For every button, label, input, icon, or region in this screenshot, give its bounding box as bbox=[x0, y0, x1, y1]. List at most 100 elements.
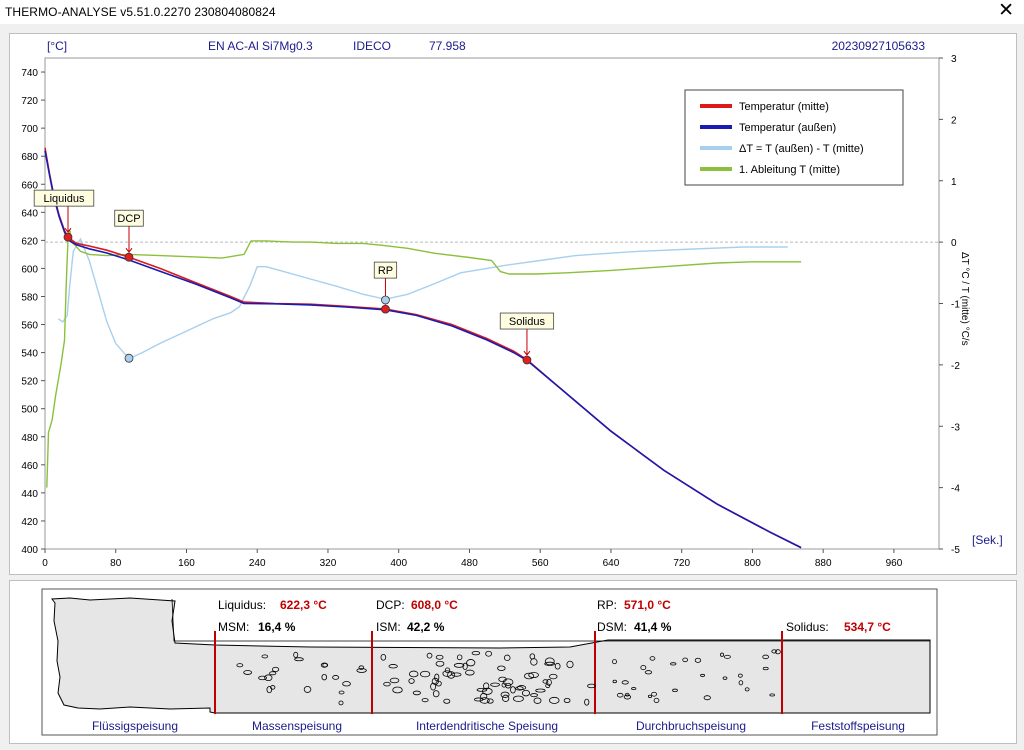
dendrite-cell bbox=[271, 666, 280, 672]
dendrite-cell bbox=[435, 654, 444, 660]
dendrite-cell bbox=[505, 682, 512, 689]
dendrite-cell bbox=[430, 682, 437, 691]
dendrite-cell bbox=[408, 670, 419, 678]
legend-entry-3: 1. Ableitung T (mitte) bbox=[739, 164, 840, 176]
dendrite-cell bbox=[503, 654, 511, 661]
dendrite-cell bbox=[258, 675, 267, 681]
dsm-label: DSM: bbox=[597, 620, 627, 634]
dendrite-cell bbox=[380, 653, 387, 661]
dendrite-cell bbox=[451, 672, 462, 677]
dendrite-cell bbox=[510, 686, 516, 694]
dendrite-cell bbox=[322, 662, 329, 668]
dendrite-cell bbox=[485, 650, 493, 657]
marker-point bbox=[124, 353, 134, 363]
marker-point bbox=[381, 295, 390, 305]
dendrite-cell bbox=[471, 651, 481, 656]
y-tick-label: 620 bbox=[21, 236, 38, 247]
y-tick-label: 440 bbox=[21, 489, 38, 500]
marker-point bbox=[522, 355, 532, 365]
x-tick-label: 800 bbox=[744, 558, 761, 569]
dendrite-cell bbox=[542, 679, 549, 684]
zone-feststoff: Feststoffspeisung bbox=[811, 719, 905, 733]
chart-panel: [°C] EN AC-Al Si7Mg0.3 IDECO 77.958 2023… bbox=[9, 33, 1017, 575]
x-tick-label: 160 bbox=[178, 558, 195, 569]
marker-label-solidus: Solidus bbox=[509, 316, 546, 328]
x-tick-label: 960 bbox=[886, 558, 903, 569]
dsm-value: 41,4 % bbox=[634, 620, 672, 634]
dendrite-cell bbox=[546, 678, 552, 686]
zone-interdendritisch: Interdendritische Speisung bbox=[416, 719, 558, 733]
dcp-label: DCP: bbox=[376, 598, 405, 612]
dendrite-cell bbox=[533, 697, 542, 704]
dendrite-cell bbox=[269, 671, 277, 676]
ism-value: 42,2 % bbox=[407, 620, 445, 634]
dendrite-cell bbox=[545, 683, 551, 688]
dendrite-cell bbox=[724, 654, 731, 659]
dendrite-cell bbox=[584, 698, 590, 706]
dendrite-cell bbox=[338, 690, 345, 695]
y-tick-label: 420 bbox=[21, 517, 38, 528]
rp-label: RP: bbox=[597, 598, 617, 612]
marker-arrowhead bbox=[64, 227, 72, 233]
dendrite-cell bbox=[420, 670, 431, 678]
close-icon[interactable]: ✕ bbox=[998, 0, 1014, 21]
y2-tick-label: 0 bbox=[951, 238, 957, 249]
dendrite-cell bbox=[631, 687, 637, 691]
dendrite-cell bbox=[771, 649, 777, 654]
dendrite-cell bbox=[356, 668, 367, 673]
legend-entry-2: ΔT = T (außen) - T (mitte) bbox=[739, 143, 864, 155]
dendrite-cell bbox=[264, 674, 273, 682]
liquidus-value: 622,3 °C bbox=[280, 598, 327, 612]
zone-fluessig: Flüssigspeisung bbox=[92, 719, 178, 733]
dendrite-cell bbox=[703, 695, 711, 701]
x-tick-label: 240 bbox=[249, 558, 266, 569]
y-tick-label: 540 bbox=[21, 349, 38, 360]
dendrite-cell bbox=[294, 657, 304, 662]
feeding-zone-diagram: Liquidus: 622,3 °C DCP: 608,0 °C RP: 571… bbox=[41, 588, 938, 736]
dendrite-cell bbox=[529, 653, 536, 660]
casting-inner-edge bbox=[171, 598, 930, 642]
marker-label-liquidus: Liquidus bbox=[43, 193, 84, 205]
dendrite-cell bbox=[535, 688, 546, 693]
dendrite-cell bbox=[515, 686, 524, 691]
marker-label-rp: RP bbox=[378, 265, 393, 277]
dendrite-cell bbox=[554, 662, 561, 670]
dendrite-cell bbox=[486, 698, 494, 704]
marker-point bbox=[63, 232, 73, 242]
dcp-value: 608,0 °C bbox=[411, 598, 458, 612]
x-tick-label: 0 bbox=[42, 558, 48, 569]
solidus-label: Solidus: bbox=[786, 620, 829, 634]
dendrite-cell bbox=[412, 690, 421, 696]
dendrite-cell bbox=[651, 691, 657, 697]
dendrite-cell bbox=[358, 665, 365, 670]
y-tick-label: 560 bbox=[21, 321, 38, 332]
y-tick-label: 480 bbox=[21, 433, 38, 444]
dendrite-cell bbox=[549, 673, 558, 680]
dendrite-cell bbox=[502, 678, 514, 686]
dendrite-cell bbox=[389, 677, 400, 684]
dendrite-cell bbox=[462, 662, 468, 671]
series-3-line bbox=[46, 229, 802, 488]
dendrite-cell bbox=[453, 663, 465, 668]
dendrite-cell bbox=[722, 676, 728, 680]
dendrite-cell bbox=[549, 696, 560, 704]
dendrite-cell bbox=[332, 675, 340, 680]
dendrite-cell bbox=[694, 657, 702, 663]
ism-label: ISM: bbox=[376, 620, 401, 634]
y2-tick-label: 3 bbox=[951, 54, 957, 65]
marker-label-box bbox=[373, 261, 398, 279]
dendrite-cell bbox=[342, 681, 351, 687]
dendrite-cell bbox=[421, 698, 429, 703]
title-bar: THERMO-ANALYSE v5.51.0.2270 230804080824… bbox=[0, 0, 1024, 24]
legend-entry-0: Temperatur (mitte) bbox=[739, 101, 829, 113]
dendrite-cell bbox=[502, 694, 510, 702]
msm-value: 16,4 % bbox=[258, 620, 296, 634]
dendrite-cell bbox=[738, 680, 744, 686]
dendrite-cell bbox=[456, 654, 463, 661]
y2-tick-label: 1 bbox=[951, 177, 957, 188]
event-markers: Liquidus DCP RP Solidus bbox=[33, 189, 555, 365]
x-tick-label: 640 bbox=[603, 558, 620, 569]
msm-label: MSM: bbox=[218, 620, 249, 634]
y2-tick-label: -3 bbox=[951, 422, 960, 433]
thermal-analysis-chart: [°C] EN AC-Al Si7Mg0.3 IDECO 77.958 2023… bbox=[21, 39, 1002, 569]
